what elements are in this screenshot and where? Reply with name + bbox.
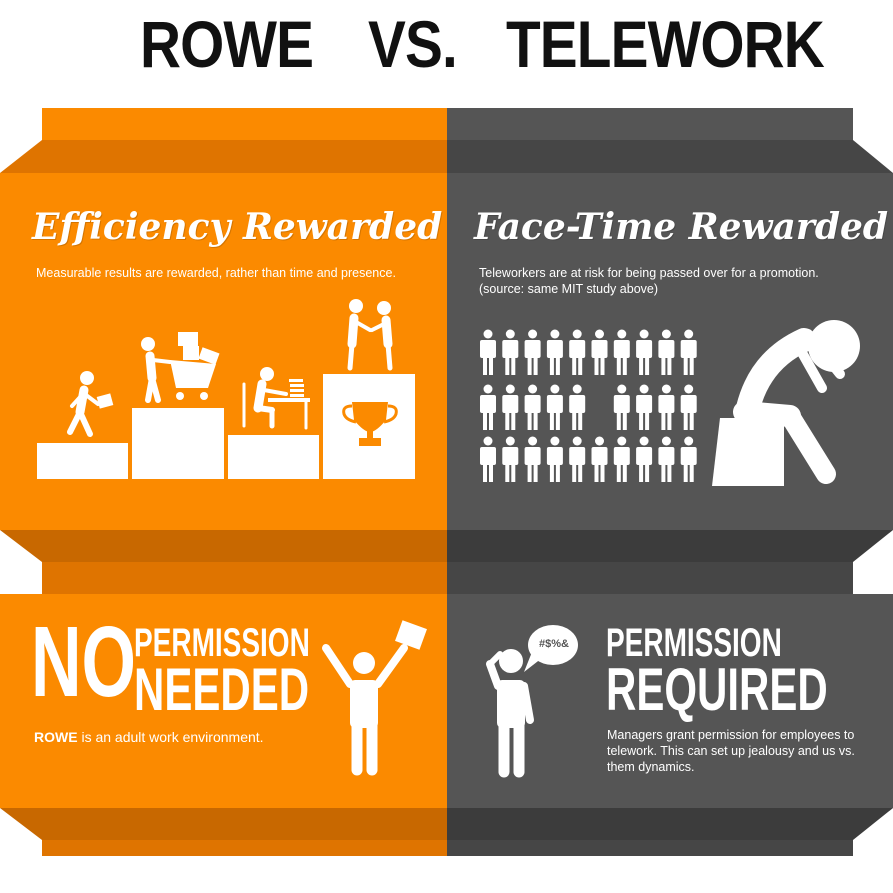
crowd-person-icon — [613, 436, 630, 482]
crowd-person-icon — [546, 384, 563, 430]
crowd-person-icon — [569, 384, 586, 430]
title-rowe: ROWE — [140, 7, 314, 81]
handshake-icon — [347, 299, 393, 371]
page-title: ROWE VS. TELEWORK — [0, 4, 893, 84]
crowd-person-icon — [546, 436, 563, 482]
crowd-person-icon — [591, 436, 608, 482]
crowd-person-icon — [658, 329, 675, 375]
crowd-person-icon — [546, 329, 563, 375]
title-vs: VS. — [368, 7, 458, 81]
crowd-person-icon — [502, 329, 519, 375]
desk-worker-icon — [242, 367, 310, 430]
podium-step-3 — [228, 435, 319, 479]
crowd-person-icon — [613, 384, 630, 430]
crowd-person-icon — [680, 436, 697, 482]
efficiency-text: Measurable results are rewarded, rather … — [36, 266, 396, 280]
facetime-text-line2: (source: same MIT study above) — [479, 282, 659, 296]
permission-required-text-line2: telework. This can set up jealousy and u… — [607, 744, 855, 758]
crowd-person-icon — [502, 436, 519, 482]
crowd-person-icon — [591, 329, 608, 375]
cart-person-icon — [141, 332, 220, 403]
rowe-description: ROWE is an adult work environment. — [34, 729, 264, 745]
phone-person-icon — [486, 625, 578, 778]
crowd-person-icon — [524, 384, 541, 430]
permission-required-text: Managers grant permission for employees … — [607, 727, 887, 775]
facetime-text-line1: Teleworkers are at risk for being passed… — [479, 266, 819, 280]
crowd-person-icon — [680, 329, 697, 375]
crowd-person-icon — [636, 384, 653, 430]
podium-step-1 — [37, 443, 128, 479]
celebrating-person-icon — [322, 620, 427, 776]
crowd-person-icon — [613, 329, 630, 375]
title-telework: TELEWORK — [506, 7, 825, 81]
rowe-bold: ROWE — [34, 729, 78, 745]
permission-required-text-line3: them dynamics. — [607, 760, 695, 774]
facetime-heading: Face-Time Rewarded — [474, 206, 889, 248]
permission-line: PERMISSION — [134, 621, 310, 665]
walking-person-icon — [67, 371, 114, 437]
crowd-person-icon — [480, 329, 496, 375]
crowd-person-icon — [636, 329, 653, 375]
efficiency-heading: Efficiency Rewarded — [32, 206, 443, 248]
sad-person-icon — [712, 320, 860, 486]
facetime-text: Teleworkers are at risk for being passed… — [479, 265, 879, 297]
crowd-person-icon — [569, 436, 586, 482]
rowe-rest: is an adult work environment. — [77, 729, 264, 745]
permission-required-line1: PERMISSION — [606, 621, 782, 665]
permission-required-line2: REQUIRED — [606, 656, 828, 723]
no-big-text: NO — [31, 606, 136, 718]
needed-line: NEEDED — [134, 656, 310, 723]
crowd-person-icon — [680, 384, 697, 430]
crowd-person-icon — [524, 436, 541, 482]
crowd-person-icon — [569, 329, 586, 375]
permission-required-text-line1: Managers grant permission for employees … — [607, 728, 855, 742]
crowd-person-icon — [636, 436, 653, 482]
speech-bubble-text: #$%& — [539, 638, 569, 650]
crowd-person-icon — [658, 436, 675, 482]
crowd-person-icon — [480, 436, 496, 482]
trophy-icon — [342, 402, 398, 446]
crowd-person-icon — [480, 384, 496, 430]
podium-step-2 — [132, 408, 224, 479]
crowd-person-icon — [502, 384, 519, 430]
crowd-person-icon — [524, 329, 541, 375]
crowd-person-icon — [658, 384, 675, 430]
crowd-icon — [480, 329, 697, 482]
